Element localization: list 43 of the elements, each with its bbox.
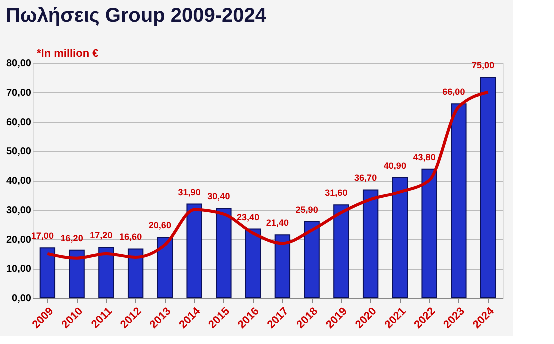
data-label: 36,70 — [354, 173, 378, 184]
bar — [392, 177, 408, 298]
data-label: 43,80 — [413, 152, 436, 162]
bar — [274, 234, 291, 298]
bar — [186, 204, 202, 298]
bar — [334, 204, 350, 298]
y-tick-label: 30,00 — [6, 205, 32, 216]
data-label: 16,20 — [60, 233, 84, 244]
y-tick-label: 0,00 — [12, 294, 32, 304]
bar — [480, 77, 496, 298]
bar — [98, 246, 114, 298]
bar — [128, 248, 144, 298]
y-tick-label: 60,00 — [6, 117, 32, 128]
data-label: 31,90 — [178, 187, 201, 198]
data-label: 40,90 — [384, 160, 406, 171]
bar — [362, 190, 379, 298]
y-tick-label: 20,00 — [6, 234, 32, 246]
y-tick-label: 70,00 — [6, 88, 32, 99]
y-tick-label: 40,00 — [6, 176, 32, 187]
y-tick-label: 50,00 — [6, 146, 32, 158]
bar — [451, 104, 467, 298]
chart-title: Πωλήσεις Group 2009-2024 — [6, 5, 268, 27]
data-label: 23,40 — [237, 212, 260, 222]
y-tick-label: 80,00 — [6, 58, 32, 70]
data-label: 17,00 — [31, 231, 54, 242]
bar — [216, 208, 232, 298]
bar — [69, 250, 85, 298]
y-tick-label: 10,00 — [6, 264, 32, 276]
data-label: 31,60 — [325, 188, 348, 198]
data-label: 30,40 — [208, 192, 230, 202]
data-label: 25,90 — [296, 204, 318, 215]
bar — [304, 221, 320, 298]
bar — [157, 236, 174, 298]
data-label: 66,00 — [442, 87, 466, 98]
bar — [40, 248, 56, 298]
text: *In million € — [37, 48, 99, 60]
bar — [245, 228, 262, 298]
data-label: 17,20 — [90, 230, 113, 240]
data-label: 75,00 — [472, 60, 495, 71]
data-label: 21,40 — [266, 218, 289, 228]
bar — [422, 168, 438, 298]
data-label: 16,60 — [120, 232, 142, 242]
data-label: 20,60 — [148, 220, 172, 230]
